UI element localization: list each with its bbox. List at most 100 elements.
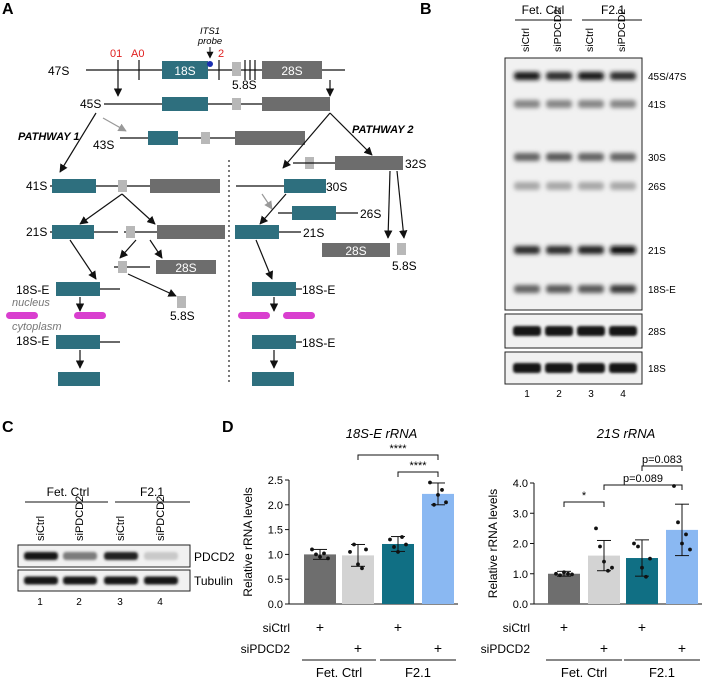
western-blot-panel: C Fet. Ctrl F2.1 siCtrl siPDCD2 siCtrl siPD… <box>2 419 235 608</box>
y-axis-label: Relative rRNA levels <box>486 489 500 598</box>
significance-label: p=0.083 <box>642 454 682 466</box>
data-point <box>436 492 440 497</box>
chart-title: 18S-E rRNA <box>346 426 418 441</box>
y-tick-label: 2.0 <box>513 539 528 551</box>
28s-label: 28S <box>281 64 302 78</box>
y-tick-label: 0.0 <box>513 599 528 611</box>
data-point <box>554 571 558 576</box>
western-lane-label: siPDCD2 <box>155 496 167 541</box>
northern-lane-label: siCtrl <box>520 28 532 52</box>
data-point <box>676 520 680 525</box>
site-01-label: 01 <box>110 48 122 60</box>
northern-band <box>546 246 572 254</box>
label-30s: 30S <box>326 180 347 194</box>
data-point <box>388 537 392 542</box>
northern-loading-band <box>577 326 605 336</box>
data-point <box>432 502 436 507</box>
data-point <box>594 526 598 531</box>
pathway1-label: PATHWAY 1 <box>18 131 80 143</box>
western-lane-label: siCtrl <box>35 516 47 541</box>
data-point <box>404 542 408 547</box>
data-point <box>684 532 688 537</box>
y-tick-label: 4.0 <box>513 478 528 490</box>
nuclear-envelope-left <box>6 312 38 319</box>
data-point <box>570 572 574 577</box>
pathway-panel: A 18S 28S 47S 01 A0 2 ITS1 probe 5.8S 45S <box>2 1 426 386</box>
sipdcd2-mark: + <box>434 640 442 656</box>
data-point <box>396 550 400 554</box>
data-point <box>602 559 606 564</box>
label-58s-left: 5.8S <box>170 309 195 323</box>
northern-loading-band <box>513 326 541 336</box>
data-point <box>688 547 692 552</box>
western-band <box>144 552 178 560</box>
data-point <box>640 565 644 570</box>
western-band <box>24 576 58 585</box>
data-point <box>322 551 326 556</box>
y-tick-label: 2.5 <box>268 475 283 487</box>
data-point <box>352 542 356 547</box>
significance-bracket <box>397 471 439 477</box>
western-group-f21: F2.1 <box>140 485 164 499</box>
chart-21s: 21S rRNA Relative rRNA levels 0.0 1.0 2.0 3.0… <box>481 426 702 680</box>
significance-bracket <box>641 465 683 471</box>
data-point <box>326 556 330 561</box>
y-tick-label: 1.0 <box>513 569 528 581</box>
western-label-pdcd2: PDCD2 <box>194 550 235 564</box>
northern-band <box>514 246 540 254</box>
label-58s-47s: 5.8S <box>232 78 257 92</box>
northern-band <box>610 72 636 80</box>
row-label-sipdcd2: siPDCD2 <box>241 642 291 656</box>
58s-region-47s <box>232 62 241 76</box>
label-47s: 47S <box>48 64 69 78</box>
bar-charts-panel: D 18S-E rRNA Relative rRNA levels 0.0 0.5 1.… <box>222 419 702 680</box>
northern-band <box>578 72 604 80</box>
cytoplasm-label: cytoplasm <box>12 321 62 333</box>
western-lane-number: 1 <box>37 597 43 608</box>
sictrl-mark: + <box>394 619 402 635</box>
northern-lane-number: 4 <box>620 389 626 400</box>
18s-label: 18S <box>174 64 195 78</box>
data-point <box>348 550 352 554</box>
panel-letter-b: B <box>420 1 432 18</box>
northern-band-label: 45S/47S <box>648 72 687 83</box>
y-axis-label: Relative rRNA levels <box>241 487 255 596</box>
northern-band <box>578 100 604 108</box>
y-tick-label: 0.5 <box>268 574 283 586</box>
group-label-f21: F2.1 <box>649 665 675 680</box>
sipdcd2-mark: + <box>678 640 686 656</box>
northern-band <box>578 285 604 293</box>
northern-band <box>610 100 636 108</box>
data-point <box>310 547 314 552</box>
western-band <box>24 552 58 560</box>
northern-group-fet-ctrl: Fet. Ctrl <box>522 3 565 17</box>
label-41s: 41S <box>26 179 47 193</box>
northern-band <box>514 72 540 80</box>
sipdcd2-mark: + <box>600 640 608 656</box>
group-label-fet-ctrl: Fet. Ctrl <box>316 665 362 680</box>
northern-band <box>578 153 604 161</box>
sictrl-mark: + <box>560 619 568 635</box>
significance-label: p=0.089 <box>623 473 663 485</box>
northern-loading-band <box>609 363 637 373</box>
western-band <box>63 576 97 585</box>
data-point <box>444 500 448 505</box>
northern-band <box>546 153 572 161</box>
northern-lane-number: 1 <box>524 389 530 400</box>
western-band <box>104 552 138 560</box>
label-45s: 45S <box>80 97 101 111</box>
northern-band <box>610 285 636 293</box>
northern-band-label: 30S <box>648 153 666 164</box>
northern-band <box>546 72 572 80</box>
data-point <box>632 541 636 546</box>
bar <box>422 493 454 604</box>
group-label-fet-ctrl: Fet. Ctrl <box>561 665 607 680</box>
northern-band-label: 18S-E <box>648 285 676 296</box>
label-58s-right: 5.8S <box>392 259 417 273</box>
18s-region-47s <box>162 61 208 79</box>
label-18se-right-2: 18S-E <box>302 336 335 350</box>
its1-probe-label: ITS1 probe <box>197 26 222 47</box>
site-a0-label: A0 <box>131 48 144 60</box>
y-tick-label: 1.5 <box>268 525 283 537</box>
bar <box>304 554 336 604</box>
